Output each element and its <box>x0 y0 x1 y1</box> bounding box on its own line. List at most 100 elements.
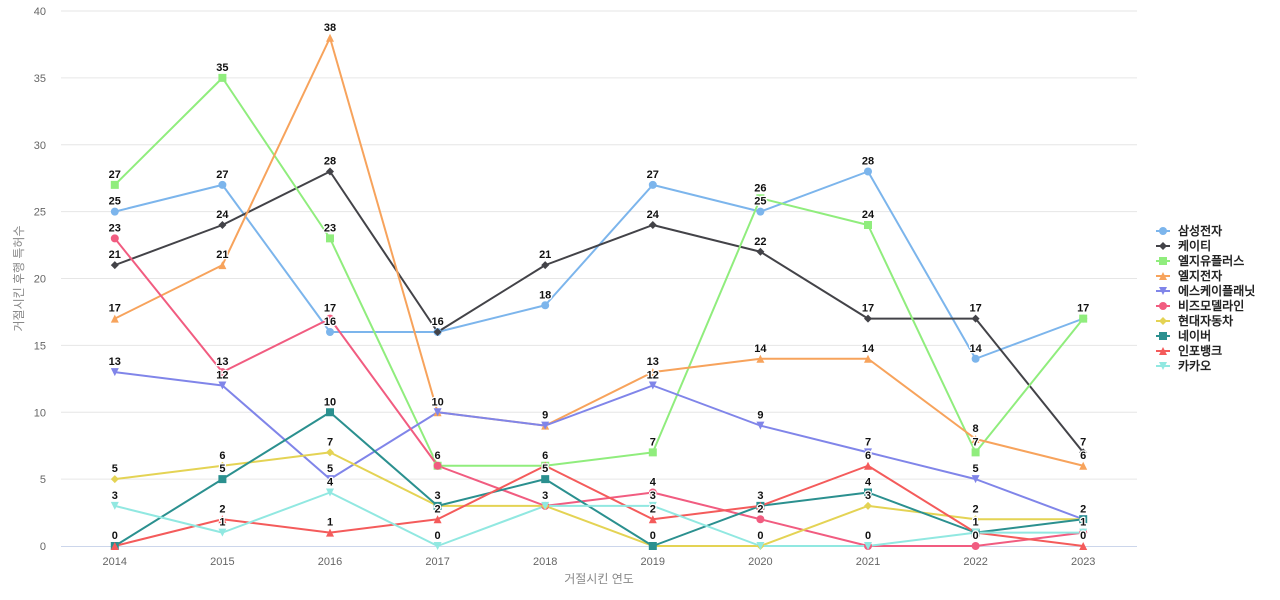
data-point-marker <box>756 194 765 203</box>
data-label: 2 <box>435 503 441 515</box>
data-label: 2 <box>1080 503 1086 515</box>
data-point-marker <box>326 33 334 42</box>
x-tick-label: 2020 <box>748 556 772 568</box>
data-point-marker <box>218 73 227 82</box>
data-label: 7 <box>650 436 656 448</box>
data-label: 9 <box>542 410 548 422</box>
data-label: 3 <box>542 490 548 502</box>
data-point-marker <box>433 542 442 550</box>
data-point-marker <box>326 234 334 243</box>
data-point-marker <box>110 501 119 510</box>
data-point-marker <box>756 354 765 363</box>
data-point-marker <box>971 314 980 323</box>
data-label: 0 <box>112 530 118 542</box>
data-label: 23 <box>324 222 336 234</box>
data-label: 24 <box>216 209 229 221</box>
x-tick-label: 2022 <box>963 556 987 568</box>
data-label: 4 <box>865 477 872 489</box>
legend-label: 카카오 <box>1178 358 1211 373</box>
data-label: 0 <box>435 530 441 542</box>
data-point-marker <box>971 435 980 443</box>
data-point-marker <box>541 501 550 510</box>
data-point-marker <box>218 515 227 524</box>
data-label: 17 <box>862 303 874 315</box>
data-point-marker <box>756 542 765 550</box>
data-label: 0 <box>650 530 656 542</box>
data-label: 16 <box>324 316 336 328</box>
data-label: 27 <box>109 169 121 181</box>
data-point-marker <box>326 488 334 497</box>
data-label: 17 <box>1077 303 1089 315</box>
legend-item[interactable]: 엘지유플러스 <box>1156 253 1244 268</box>
x-axis-ticks: 2014 2015 2016 2017 2018 2019 2020 2021 2022 2023 <box>103 556 1096 568</box>
data-label: 25 <box>109 196 121 208</box>
data-label: 23 <box>109 222 121 234</box>
data-label: 8 <box>973 423 979 435</box>
legend-item[interactable]: 비즈모델라인 <box>1156 298 1244 313</box>
series-line <box>114 170 1084 454</box>
data-label: 21 <box>539 249 551 261</box>
data-label: 0 <box>1080 530 1086 542</box>
data-label: 18 <box>539 289 551 301</box>
legend-item[interactable]: 카카오 <box>1156 358 1211 373</box>
data-point-marker <box>110 475 119 484</box>
legend-marker <box>1159 332 1167 340</box>
legend-item[interactable]: 인포뱅크 <box>1156 343 1222 358</box>
data-label: 2 <box>973 503 979 515</box>
legend-item[interactable]: 삼성전자 <box>1156 223 1222 238</box>
data-point-marker <box>648 368 657 377</box>
data-label: 16 <box>431 316 443 328</box>
legend-marker <box>1159 287 1167 295</box>
data-point-marker <box>864 221 872 229</box>
data-label: 5 <box>327 463 333 475</box>
legend-marker <box>1159 227 1167 235</box>
legend: 삼성전자케이티엘지유플러스엘지전자에스케이플래닛비즈모델라인현대자동차네이버인포… <box>1156 223 1255 373</box>
y-axis-title: 거절시킨 후행 특허수 <box>11 225 26 331</box>
x-tick-label: 2015 <box>210 556 234 568</box>
data-point-marker <box>326 528 334 537</box>
legend-item[interactable]: 네이버 <box>1156 328 1211 343</box>
y-axis-ticks: 0 5 10 15 20 25 30 35 40 <box>34 6 46 553</box>
data-label: 5 <box>973 463 979 475</box>
data-label: 1 <box>973 517 979 529</box>
data-label: 3 <box>542 490 548 502</box>
data-point-marker <box>648 221 657 229</box>
data-point-marker <box>110 368 119 377</box>
legend-item[interactable]: 현대자동차 <box>1156 313 1233 328</box>
data-label: 3 <box>865 490 871 502</box>
data-label: 0 <box>865 530 871 542</box>
grid-lines <box>61 10 1137 480</box>
data-point-marker <box>541 301 550 310</box>
data-point-marker <box>756 421 765 430</box>
data-point-marker <box>1079 528 1088 537</box>
series-line <box>114 491 1084 547</box>
data-point-marker <box>541 461 550 470</box>
legend-label: 엘지유플러스 <box>1178 253 1244 268</box>
legend-item[interactable]: 케이티 <box>1156 238 1211 253</box>
data-label: 7 <box>973 436 979 448</box>
legend-label: 엘지전자 <box>1178 268 1222 283</box>
data-point-marker <box>541 261 550 270</box>
legend-label: 비즈모델라인 <box>1178 298 1244 313</box>
legend-item[interactable]: 엘지전자 <box>1156 268 1222 283</box>
y-tick-label: 10 <box>34 407 46 419</box>
data-label: 7 <box>327 436 333 448</box>
legend-marker <box>1159 347 1167 355</box>
y-tick-label: 5 <box>40 474 46 486</box>
data-label: 6 <box>542 450 548 462</box>
data-label: 0 <box>757 530 763 542</box>
data-point-marker <box>433 328 442 336</box>
data-label: 6 <box>1080 450 1086 462</box>
data-point-marker <box>433 515 442 524</box>
data-label: 1 <box>1080 517 1086 529</box>
data-point-marker <box>218 368 227 377</box>
legend-item[interactable]: 에스케이플래닛 <box>1156 283 1255 298</box>
data-point-marker <box>326 475 334 484</box>
data-point-marker <box>218 461 227 470</box>
data-point-marker <box>756 501 765 510</box>
data-label: 28 <box>324 156 336 168</box>
data-label: 9 <box>757 410 763 422</box>
data-label: 5 <box>112 463 118 475</box>
